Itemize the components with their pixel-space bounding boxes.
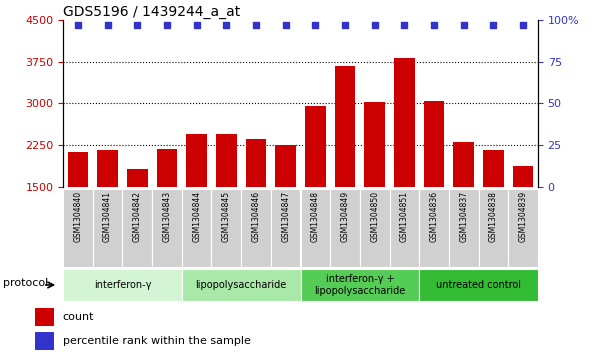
Text: GSM1304849: GSM1304849 xyxy=(341,191,350,242)
Text: interferon-γ +
lipopolysaccharide: interferon-γ + lipopolysaccharide xyxy=(314,274,406,296)
Text: GDS5196 / 1439244_a_at: GDS5196 / 1439244_a_at xyxy=(63,5,240,19)
Text: GSM1304844: GSM1304844 xyxy=(192,191,201,242)
Bar xyxy=(97,150,118,187)
Point xyxy=(103,22,112,28)
Bar xyxy=(186,134,207,187)
Bar xyxy=(63,269,182,301)
Text: protocol: protocol xyxy=(3,278,49,288)
Bar xyxy=(424,101,444,187)
Bar xyxy=(360,189,389,267)
Text: count: count xyxy=(63,312,94,322)
Bar xyxy=(300,269,419,301)
Point xyxy=(400,22,409,28)
Bar xyxy=(453,142,474,187)
Point xyxy=(251,22,261,28)
Point xyxy=(281,22,290,28)
Bar xyxy=(67,152,88,187)
Bar xyxy=(182,189,212,267)
Bar xyxy=(483,150,504,187)
Bar xyxy=(389,189,419,267)
Bar xyxy=(152,189,182,267)
Bar xyxy=(364,102,385,187)
Bar xyxy=(305,106,326,187)
Text: GSM1304850: GSM1304850 xyxy=(370,191,379,242)
Text: GSM1304848: GSM1304848 xyxy=(311,191,320,242)
Text: GSM1304842: GSM1304842 xyxy=(133,191,142,242)
Bar xyxy=(335,66,355,187)
Bar xyxy=(513,166,534,187)
Bar xyxy=(123,189,152,267)
Point xyxy=(340,22,350,28)
Bar xyxy=(300,189,330,267)
Bar xyxy=(182,269,300,301)
Point xyxy=(132,22,142,28)
Text: GSM1304838: GSM1304838 xyxy=(489,191,498,242)
Point xyxy=(311,22,320,28)
Text: GSM1304840: GSM1304840 xyxy=(73,191,82,242)
Text: GSM1304845: GSM1304845 xyxy=(222,191,231,242)
Bar xyxy=(241,189,271,267)
Bar xyxy=(212,189,241,267)
Text: GSM1304841: GSM1304841 xyxy=(103,191,112,242)
Text: GSM1304837: GSM1304837 xyxy=(459,191,468,242)
Bar xyxy=(330,189,360,267)
Bar xyxy=(271,189,300,267)
Bar xyxy=(35,332,55,350)
Bar xyxy=(157,149,177,187)
Point xyxy=(370,22,379,28)
Bar xyxy=(35,308,55,326)
Point xyxy=(162,22,172,28)
Bar xyxy=(419,189,449,267)
Point xyxy=(489,22,498,28)
Text: GSM1304847: GSM1304847 xyxy=(281,191,290,242)
Bar xyxy=(449,189,478,267)
Text: GSM1304843: GSM1304843 xyxy=(162,191,171,242)
Bar xyxy=(63,189,93,267)
Bar xyxy=(93,189,123,267)
Point xyxy=(192,22,201,28)
Text: GSM1304839: GSM1304839 xyxy=(519,191,528,242)
Bar xyxy=(508,189,538,267)
Text: percentile rank within the sample: percentile rank within the sample xyxy=(63,336,251,346)
Point xyxy=(222,22,231,28)
Point xyxy=(459,22,469,28)
Bar xyxy=(419,269,538,301)
Bar xyxy=(275,144,296,187)
Text: untreated control: untreated control xyxy=(436,280,521,290)
Text: lipopolysaccharide: lipopolysaccharide xyxy=(195,280,287,290)
Point xyxy=(429,22,439,28)
Bar xyxy=(246,139,266,187)
Text: GSM1304836: GSM1304836 xyxy=(430,191,439,242)
Bar xyxy=(216,134,237,187)
Bar xyxy=(478,189,508,267)
Bar xyxy=(394,58,415,187)
Point xyxy=(518,22,528,28)
Point xyxy=(73,22,83,28)
Text: interferon-γ: interferon-γ xyxy=(94,280,151,290)
Bar xyxy=(127,168,148,187)
Text: GSM1304846: GSM1304846 xyxy=(251,191,260,242)
Text: GSM1304851: GSM1304851 xyxy=(400,191,409,242)
